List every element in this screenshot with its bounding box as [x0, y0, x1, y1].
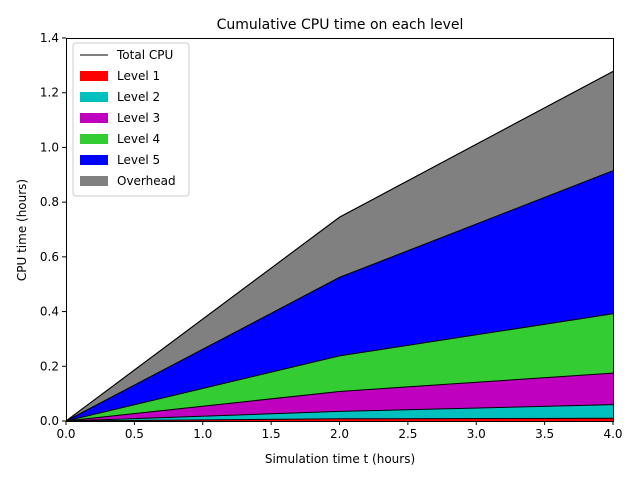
legend-swatch-level-2 [80, 92, 108, 102]
total-cpu-line [65, 70, 614, 422]
y-tick-label: 0.8 [40, 195, 59, 209]
stacked-areas [66, 71, 613, 421]
boundary-line-3 [65, 372, 614, 422]
boundary-line-4 [65, 313, 614, 422]
area-overhead [66, 71, 613, 421]
x-axis-ticks: 0.0 0.5 1.0 1.5 2.0 2.5 3.0 3.5 4.0 [56, 421, 623, 441]
area-level-5 [66, 170, 613, 421]
legend-label-level-4: Level 4 [117, 132, 160, 146]
legend-swatch-level-3 [80, 113, 108, 123]
y-axis-ticks: 0.0 0.2 0.4 0.6 0.8 1.0 1.2 1.4 [40, 31, 66, 428]
area-level-4 [66, 313, 613, 421]
x-tick-label: 2.0 [330, 427, 349, 441]
legend-label-level-2: Level 2 [117, 90, 160, 104]
legend: Total CPU Level 1 Level 2 Level 3 Level 4 Lev… [72, 42, 190, 197]
y-tick-label: 0.0 [40, 414, 59, 428]
legend-swatch-level-5 [80, 155, 108, 165]
x-tick-label: 1.0 [193, 427, 212, 441]
x-axis-label: Simulation time t (hours) [265, 452, 415, 466]
area-boundaries [65, 70, 614, 422]
boundary-line-5 [65, 170, 614, 422]
legend-swatch-overhead [80, 176, 108, 186]
legend-label-level-1: Level 1 [117, 69, 160, 83]
y-tick-label: 1.0 [40, 140, 59, 154]
x-tick-label: 3.0 [467, 427, 486, 441]
legend-label-overhead: Overhead [117, 174, 176, 188]
y-tick-label: 0.4 [40, 305, 59, 319]
chart-title: Cumulative CPU time on each level [217, 17, 464, 33]
legend-label-total-cpu: Total CPU [116, 48, 173, 62]
y-tick-label: 1.4 [40, 31, 59, 45]
area-level-2 [66, 404, 613, 421]
y-tick-label: 0.2 [40, 359, 59, 373]
legend-label-level-3: Level 3 [117, 111, 160, 125]
x-tick-label: 1.5 [262, 427, 281, 441]
y-axis-label: CPU time (hours) [15, 179, 29, 281]
x-tick-label: 3.5 [535, 427, 554, 441]
legend-label-level-5: Level 5 [117, 153, 160, 167]
boundary-line-2 [65, 404, 614, 422]
legend-swatch-level-4 [80, 134, 108, 144]
x-tick-label: 0.0 [56, 427, 75, 441]
area-level-3 [66, 373, 613, 421]
x-tick-label: 4.0 [603, 427, 622, 441]
x-tick-label: 0.5 [125, 427, 144, 441]
legend-swatch-level-1 [80, 71, 108, 81]
y-tick-label: 0.6 [40, 250, 59, 264]
boundary-line-1 [65, 417, 614, 422]
x-tick-label: 2.5 [398, 427, 417, 441]
y-tick-label: 1.2 [40, 86, 59, 100]
